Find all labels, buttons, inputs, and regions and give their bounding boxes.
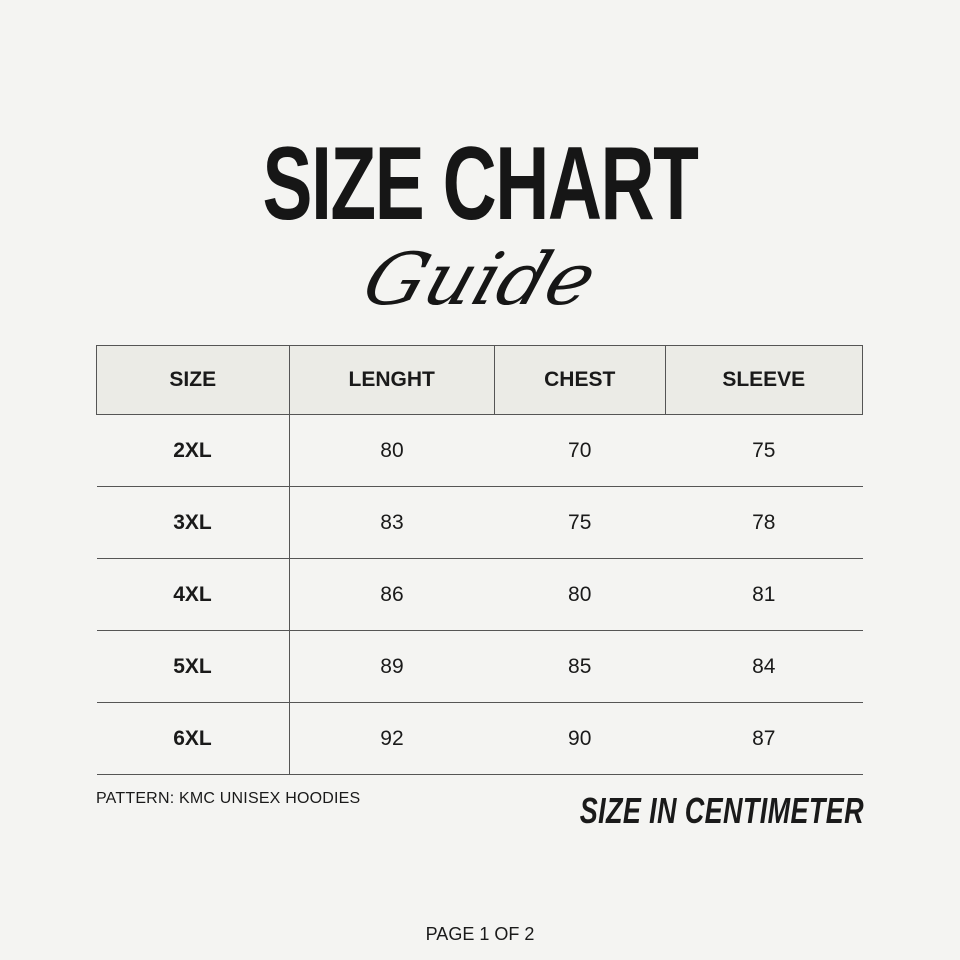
column-header: SLEEVE (664, 345, 863, 415)
value-cell: 80 (494, 558, 665, 631)
size-table: SIZE LENGHT CHEST SLEEVE 2XL 80 70 75 3XL 83 7… (96, 345, 863, 775)
size-cell: 4XL (96, 558, 290, 631)
size-cell: 6XL (96, 702, 290, 775)
table-row: 4XL 86 80 81 (96, 558, 863, 631)
table-header-row: SIZE LENGHT CHEST SLEEVE (96, 345, 863, 415)
unit-note: SIZE IN CENTIMETER (579, 790, 864, 831)
page-subtitle: Guide (353, 237, 607, 321)
value-cell: 92 (289, 702, 495, 775)
value-cell: 81 (665, 558, 863, 631)
value-cell: 85 (494, 630, 665, 703)
value-cell: 75 (665, 414, 863, 487)
value-cell: 80 (289, 414, 495, 487)
column-header: LENGHT (288, 345, 495, 415)
value-cell: 70 (494, 414, 665, 487)
table-row: 3XL 83 75 78 (96, 486, 863, 559)
size-cell: 2XL (96, 414, 290, 487)
size-cell: 3XL (96, 486, 290, 559)
value-cell: 78 (665, 486, 863, 559)
table-row: 2XL 80 70 75 (96, 414, 863, 487)
page-title: SIZE CHART (262, 126, 699, 242)
size-cell: 5XL (96, 630, 290, 703)
table-row: 6XL 92 90 87 (96, 702, 863, 775)
value-cell: 89 (289, 630, 495, 703)
value-cell: 83 (289, 486, 495, 559)
column-header: SIZE (96, 345, 290, 415)
value-cell: 75 (494, 486, 665, 559)
pattern-label: PATTERN: KMC UNISEX HOODIES (96, 790, 361, 807)
page-indicator: PAGE 1 OF 2 (425, 924, 535, 944)
value-cell: 90 (494, 702, 665, 775)
value-cell: 87 (665, 702, 863, 775)
column-header: CHEST (493, 345, 666, 415)
value-cell: 84 (665, 630, 863, 703)
value-cell: 86 (289, 558, 495, 631)
table-row: 5XL 89 85 84 (96, 630, 863, 703)
